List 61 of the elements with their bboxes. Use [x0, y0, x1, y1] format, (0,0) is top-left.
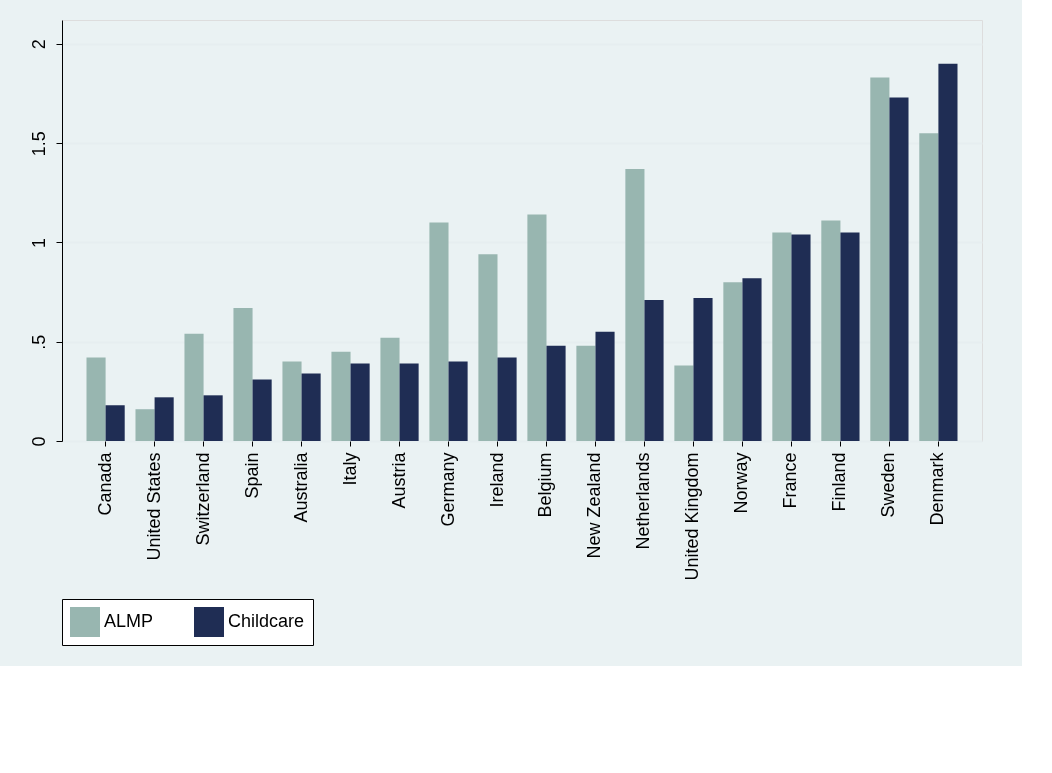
x-tick-label: Norway — [731, 452, 752, 514]
bar — [399, 363, 419, 441]
x-tick-label: Canada — [94, 451, 115, 516]
bar — [154, 397, 174, 441]
bar — [135, 409, 155, 441]
x-tick-label: United Kingdom — [682, 452, 703, 581]
bar — [527, 214, 547, 441]
bar — [576, 345, 596, 441]
x-tick-label: Italy — [339, 452, 360, 486]
bar — [938, 63, 958, 441]
x-tick-label: Australia — [290, 451, 311, 523]
bar — [644, 300, 664, 441]
y-tick-label: 2 — [28, 39, 49, 50]
bar — [86, 357, 106, 441]
bar — [595, 331, 615, 441]
y-tick-label: 0 — [28, 436, 49, 447]
y-tick-label: .5 — [28, 334, 49, 350]
bar — [105, 405, 125, 441]
x-tick-label: Netherlands — [633, 452, 654, 550]
y-tick-label: 1 — [28, 237, 49, 248]
bar — [350, 363, 370, 441]
bar — [429, 222, 449, 441]
bar — [478, 254, 498, 441]
bar — [282, 361, 302, 441]
bar — [870, 77, 890, 441]
bar — [693, 298, 713, 441]
x-tick-label: Sweden — [878, 452, 899, 518]
bar — [840, 232, 860, 441]
x-tick-label: Germany — [437, 452, 458, 527]
bar — [723, 282, 743, 441]
bar — [625, 168, 645, 441]
bar — [821, 220, 841, 441]
x-tick-label: Spain — [241, 452, 262, 499]
x-tick-label: Switzerland — [192, 452, 213, 546]
x-tick-label: United States — [143, 452, 164, 561]
bar — [497, 357, 517, 441]
bar — [233, 307, 253, 441]
bar — [184, 333, 204, 441]
bar — [380, 337, 400, 441]
bar — [772, 232, 792, 441]
legend-label: Childcare — [228, 611, 305, 631]
bar — [546, 345, 566, 441]
bar — [331, 351, 351, 441]
bar — [301, 373, 321, 441]
x-tick-label: New Zealand — [584, 452, 605, 559]
x-tick-label: Austria — [388, 451, 409, 509]
x-tick-label: France — [780, 452, 801, 509]
bar — [889, 97, 909, 441]
x-tick-label: Denmark — [927, 451, 948, 526]
y-tick-label: 1.5 — [28, 131, 49, 157]
bar — [742, 278, 762, 441]
bar — [203, 395, 223, 441]
x-tick-label: Ireland — [486, 452, 507, 508]
bar — [448, 361, 468, 441]
x-tick-label: Finland — [829, 452, 850, 512]
bar — [674, 365, 694, 441]
bar — [791, 234, 811, 441]
bar — [252, 379, 272, 441]
legend-label: ALMP — [104, 611, 154, 631]
bar — [919, 133, 939, 441]
x-tick-label: Belgium — [535, 452, 556, 518]
